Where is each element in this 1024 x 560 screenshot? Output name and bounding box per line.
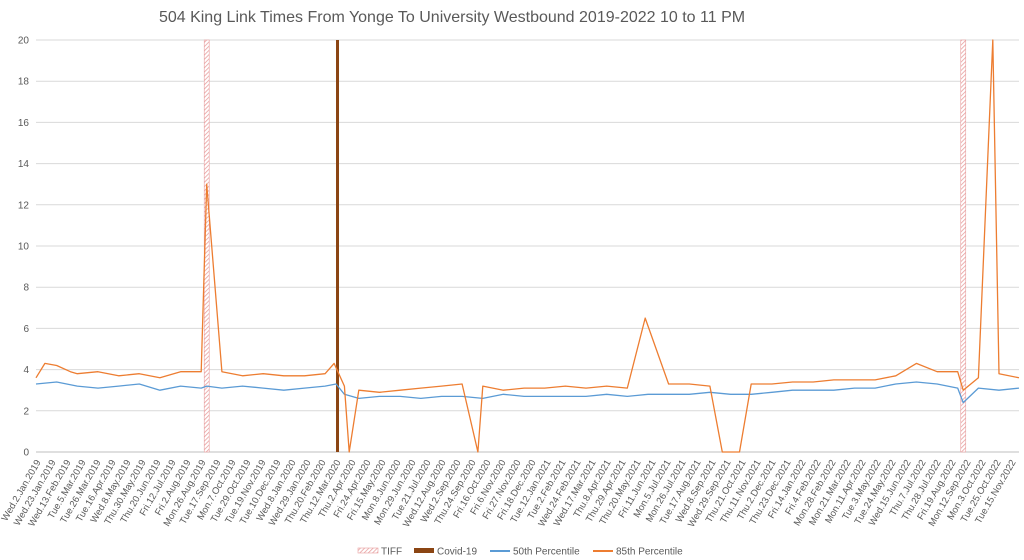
y-tick-label: 10 <box>18 242 30 253</box>
y-tick-label: 14 <box>18 159 30 170</box>
series-line-50th-percentile <box>35 381 1020 404</box>
gridlines <box>36 39 1019 453</box>
legend: TIFF Covid-19 50th Percentile 85th Percenti… <box>357 547 683 558</box>
y-tick-label: 2 <box>23 406 29 417</box>
legend-item-50th-percentile: 50th Percentile <box>490 547 580 558</box>
event-marker-tiff <box>960 39 967 453</box>
y-tick-label: 20 <box>18 36 30 47</box>
legend-label: Covid-19 <box>437 547 477 558</box>
y-tick-label: 18 <box>18 77 30 88</box>
y-tick-label: 8 <box>23 283 29 294</box>
y-tick-label: 6 <box>23 324 29 335</box>
legend-swatch <box>414 548 434 553</box>
series-line-85th-percentile <box>35 39 1020 453</box>
legend-item-covid-19: Covid-19 <box>414 547 477 558</box>
legend-label: TIFF <box>381 547 402 558</box>
event-marker-tiff <box>203 39 210 453</box>
legend-label: 85th Percentile <box>616 547 683 558</box>
chart-title: 504 King Link Times From Yonge To Univer… <box>158 9 746 26</box>
event-markers <box>203 39 967 453</box>
legend-item-tiff: TIFF <box>357 547 402 558</box>
y-tick-label: 16 <box>18 118 30 129</box>
legend-swatch <box>357 547 379 554</box>
y-axis: 0 2 4 6 8 10 12 14 16 18 20 <box>18 36 30 459</box>
legend-item-85th-percentile: 85th Percentile <box>593 547 683 558</box>
y-tick-label: 12 <box>18 200 30 211</box>
y-tick-label: 4 <box>23 365 29 376</box>
legend-label: 50th Percentile <box>513 547 580 558</box>
y-tick-label: 0 <box>23 448 29 459</box>
series-lines <box>35 39 1020 453</box>
event-marker-covid <box>336 40 340 452</box>
x-axis: Wed.2.Jan.2019Wed.23.Jan.2019Wed.13.Feb.… <box>0 458 1019 529</box>
